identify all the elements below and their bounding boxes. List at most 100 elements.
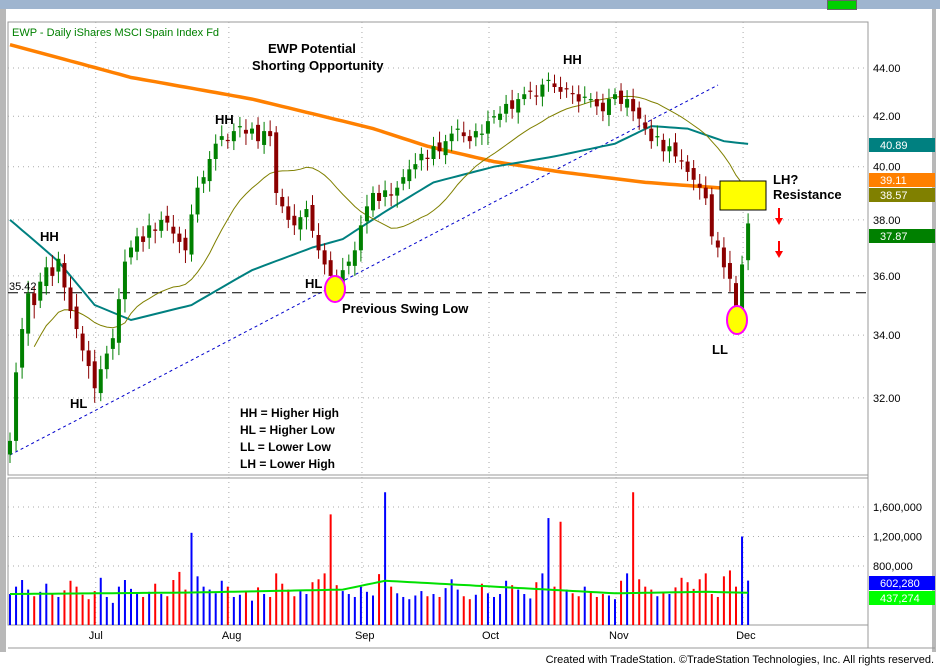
volume-bar [529,598,532,625]
legend-item: LH = Lower High [240,457,335,471]
volume-bar [390,586,393,625]
volume-bar [456,589,459,625]
candle-body [328,260,333,276]
candle-body [110,338,115,349]
volume-bar [63,590,66,625]
volume-bar [523,594,526,625]
ma50-value-badge: 40.89 [880,140,908,152]
candle-body [649,128,654,142]
candle-body [546,79,551,82]
volume-bar [716,596,719,625]
volume-bar [172,580,175,625]
volume-bar [668,594,671,625]
volume-bar [178,571,181,625]
candle-body [50,267,55,276]
volume-value-badge-bg [869,576,935,590]
volume-bar [626,573,629,625]
candle-body [92,361,97,389]
candle-body [371,192,375,211]
volume-bar [396,593,399,625]
swing-low-value-label: 35.42 [9,281,37,293]
volume-bar [136,594,139,625]
volume-bar [620,580,623,625]
volume-bar [414,595,417,625]
volume-bar [15,586,18,625]
volume-bar [81,594,84,625]
volume-bar [680,577,683,625]
volume-bar [347,594,350,625]
swing-low-label: Previous Swing Low [342,301,469,316]
volume-tick-label: 1,200,000 [873,532,922,544]
candle-body [74,306,79,330]
hh-label: HH [40,229,59,244]
ma200-value-badge-bg [869,173,935,187]
candle-body [38,281,43,301]
volume-bar [27,589,30,625]
candle-body [292,215,297,226]
volume-bar [438,596,441,625]
volume-bar [202,586,205,625]
candle-body [540,84,545,97]
candle-body [250,128,254,134]
volume-bar [589,591,592,625]
copyright-footer: Created with TradeStation. ©TradeStation… [545,654,934,666]
volume-bar [263,594,266,625]
candle-body [582,96,587,98]
candle-body [104,353,109,370]
down-arrow-icon [775,251,783,258]
volume-bar [662,591,665,625]
ma200-line [9,43,749,192]
candle-body [437,142,442,152]
volume-bar [359,586,362,625]
volume-bar [698,579,701,625]
x-tick-label: Sep [355,630,375,642]
candle-body [643,122,648,129]
candle-body [364,206,369,222]
volume-bar [105,596,108,625]
candle-body [225,139,230,142]
volume-bar [535,582,538,625]
ma50-line [9,125,749,322]
candle-body [703,187,708,199]
volume-bar [33,596,36,625]
volume-bar [39,591,42,625]
volume-bar [269,596,272,625]
volume-bar [329,514,332,625]
candle-body [80,333,85,351]
candle-body [661,139,666,152]
volume-bar [493,596,495,625]
candle-body [600,102,605,112]
candle-body [492,116,496,118]
candle-body [8,440,12,455]
candle-body [274,132,279,193]
volume-bar [486,593,489,625]
candle-body [183,237,188,251]
volume-bar [251,600,253,625]
candle-body [613,94,617,100]
candle-body [504,103,509,114]
volume-bar [444,588,447,625]
volume-bar [75,586,78,625]
uptrend-line [9,84,719,456]
ma20-line [33,95,749,348]
candle-body [407,169,412,182]
candle-body [383,190,388,197]
candle-body [455,128,460,130]
volume-bar [305,594,308,625]
volume-bar [257,587,260,625]
volume-bar [208,589,211,625]
candle-body [588,99,593,101]
volume-bar [468,599,471,625]
ma20-value-badge: 38.57 [880,190,908,202]
hh-label: HH [563,52,582,67]
candle-body [564,88,569,90]
volume-bar [184,589,187,625]
candle-body [171,226,176,234]
price-tick-label: 44.00 [873,63,901,75]
candle-body [141,236,146,242]
volume-tick-label: 800,000 [873,561,913,573]
candle-body [340,270,345,288]
volume-ma-value-badge: 437,274 [880,593,920,605]
volume-bar [287,589,290,625]
